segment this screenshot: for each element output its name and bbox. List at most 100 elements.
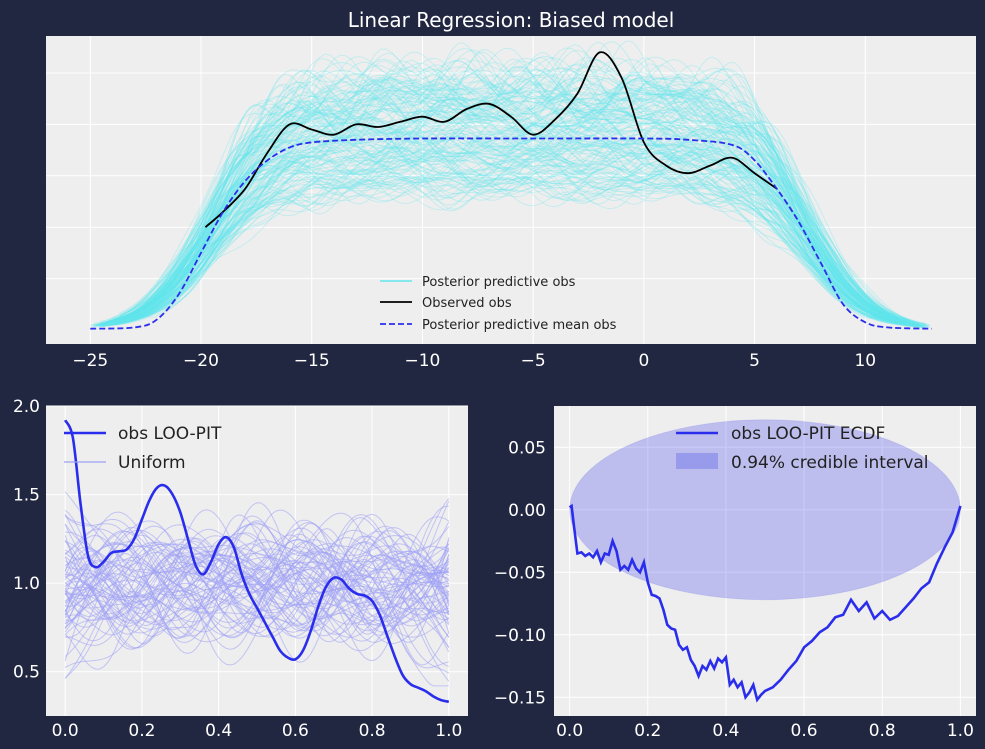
posterior-predictive-line bbox=[103, 43, 907, 323]
loo-pit-x-tick-label: 0.4 bbox=[205, 721, 232, 741]
posterior-predictive-line bbox=[107, 65, 928, 326]
posterior-predictive-line bbox=[99, 126, 903, 326]
ecdf-y-tick-label: −0.05 bbox=[494, 563, 546, 583]
top-x-tick-label: −20 bbox=[183, 351, 219, 371]
posterior-predictive-line bbox=[106, 118, 905, 325]
posterior-predictive-line bbox=[126, 111, 919, 327]
posterior-predictive-line bbox=[111, 177, 893, 324]
posterior-predictive-line bbox=[116, 166, 909, 325]
posterior-predictive-line bbox=[97, 94, 928, 327]
loo-pit-x-tick-label: 0.0 bbox=[52, 721, 79, 741]
top-x-tick-label: −15 bbox=[294, 351, 330, 371]
observed-obs-line bbox=[204, 51, 778, 228]
posterior-predictive-line bbox=[98, 176, 891, 327]
posterior-predictive-line bbox=[128, 169, 888, 323]
posterior-predictive-line bbox=[129, 100, 894, 318]
posterior-predictive-line bbox=[104, 129, 918, 327]
posterior-predictive-line bbox=[98, 83, 913, 325]
loo-pit-uniform-lines bbox=[64, 491, 450, 687]
posterior-predictive-line bbox=[101, 139, 905, 326]
ecdf-ticks: 0.0 0.2 0.4 0.6 0.8 1.0 0.05 0.00 −0.05 −0.10 −0.1… bbox=[494, 438, 974, 741]
posterior-predictive-line bbox=[115, 168, 886, 326]
posterior-predictive-line bbox=[108, 145, 912, 327]
posterior-predictive-line bbox=[101, 82, 905, 326]
posterior-predictive-line bbox=[116, 41, 915, 322]
ecdf-x-tick-label: 0.0 bbox=[556, 721, 583, 741]
uniform-reference-line bbox=[64, 539, 449, 687]
top-chart-title: Linear Regression: Biased model bbox=[348, 8, 675, 32]
posterior-predictive-line bbox=[115, 78, 913, 323]
posterior-mean-line bbox=[90, 137, 932, 330]
posterior-predictive-line bbox=[115, 57, 919, 325]
posterior-predictive-line bbox=[107, 59, 922, 327]
ecdf-plot-area bbox=[554, 406, 976, 716]
ecdf-x-tick-label: 1.0 bbox=[947, 721, 974, 741]
posterior-predictive-line bbox=[110, 57, 909, 324]
uniform-reference-line bbox=[65, 505, 449, 662]
posterior-predictive-line bbox=[119, 81, 907, 325]
posterior-predictive-line bbox=[121, 57, 914, 325]
legend-label-uniform: Uniform bbox=[118, 453, 186, 473]
posterior-predictive-line bbox=[123, 76, 916, 322]
loo-pit-x-tick-label: 0.6 bbox=[282, 721, 309, 741]
uniform-reference-line bbox=[64, 535, 450, 633]
posterior-predictive-line bbox=[116, 82, 893, 320]
posterior-predictive-line bbox=[108, 113, 922, 327]
posterior-predictive-line bbox=[93, 147, 902, 327]
uniform-reference-line bbox=[64, 513, 449, 667]
posterior-predictive-line bbox=[118, 59, 911, 322]
posterior-predictive-line bbox=[103, 143, 907, 326]
posterior-predictive-line bbox=[114, 58, 923, 326]
posterior-predictive-line bbox=[118, 95, 911, 323]
top-x-tick-label: 0 bbox=[638, 351, 649, 371]
posterior-predictive-line bbox=[118, 48, 906, 323]
uniform-reference-line bbox=[64, 533, 450, 649]
posterior-predictive-line bbox=[118, 133, 905, 323]
posterior-predictive-line bbox=[126, 152, 913, 326]
posterior-predictive-line bbox=[120, 134, 902, 324]
legend-swatch-credible bbox=[676, 453, 718, 469]
posterior-predictive-line bbox=[109, 137, 897, 325]
posterior-predictive-line bbox=[94, 63, 930, 327]
posterior-predictive-line bbox=[132, 145, 898, 321]
posterior-predictive-line bbox=[122, 127, 915, 327]
posterior-predictive-line bbox=[100, 75, 921, 325]
posterior-predictive-line bbox=[119, 60, 900, 323]
posterior-predictive-line bbox=[123, 107, 900, 321]
posterior-predictive-line bbox=[131, 105, 913, 324]
ecdf-x-tick-label: 0.2 bbox=[634, 721, 661, 741]
posterior-predictive-line bbox=[99, 151, 925, 328]
top-x-tick-label: −10 bbox=[404, 351, 440, 371]
posterior-predictive-line bbox=[107, 171, 884, 327]
posterior-predictive-line bbox=[100, 152, 898, 326]
posterior-predictive-line bbox=[110, 70, 919, 325]
posterior-predictive-line bbox=[123, 163, 899, 325]
uniform-reference-line bbox=[64, 546, 449, 609]
posterior-predictive-line bbox=[118, 118, 917, 325]
posterior-predictive-line bbox=[127, 141, 925, 328]
uniform-reference-line bbox=[64, 532, 449, 630]
posterior-predictive-line bbox=[121, 140, 930, 327]
posterior-predictive-line bbox=[101, 150, 899, 327]
posterior-predictive-line bbox=[108, 52, 895, 322]
posterior-predictive-line bbox=[130, 138, 906, 325]
posterior-predictive-line bbox=[103, 136, 918, 327]
posterior-predictive-line bbox=[113, 138, 917, 326]
top-chart: −25 −20 −15 −10 −5 0 5 10 Linear Regression: Bi… bbox=[46, 8, 976, 371]
ecdf-y-tick-label: 0.05 bbox=[508, 438, 546, 458]
posterior-predictive-line bbox=[126, 131, 919, 325]
loo-pit-y-tick-label: 2.0 bbox=[13, 397, 40, 417]
uniform-reference-line bbox=[64, 530, 450, 630]
posterior-predictive-line bbox=[114, 155, 928, 327]
posterior-predictive-line bbox=[96, 89, 910, 327]
posterior-predictive-line bbox=[102, 78, 917, 325]
posterior-predictive-line bbox=[106, 68, 926, 325]
loo-pit-legend: obs LOO-PIT Uniform bbox=[64, 424, 222, 473]
posterior-predictive-line bbox=[125, 176, 890, 324]
posterior-predictive-line bbox=[133, 143, 899, 322]
loo-pit-chart: 0.0 0.2 0.4 0.6 0.8 1.0 0.5 1.0 1.5 2.0 obs LOO-P… bbox=[13, 397, 468, 741]
posterior-predictive-line bbox=[127, 58, 909, 323]
uniform-reference-line bbox=[65, 525, 450, 632]
posterior-predictive-line bbox=[99, 58, 920, 325]
uniform-reference-line bbox=[64, 515, 450, 638]
